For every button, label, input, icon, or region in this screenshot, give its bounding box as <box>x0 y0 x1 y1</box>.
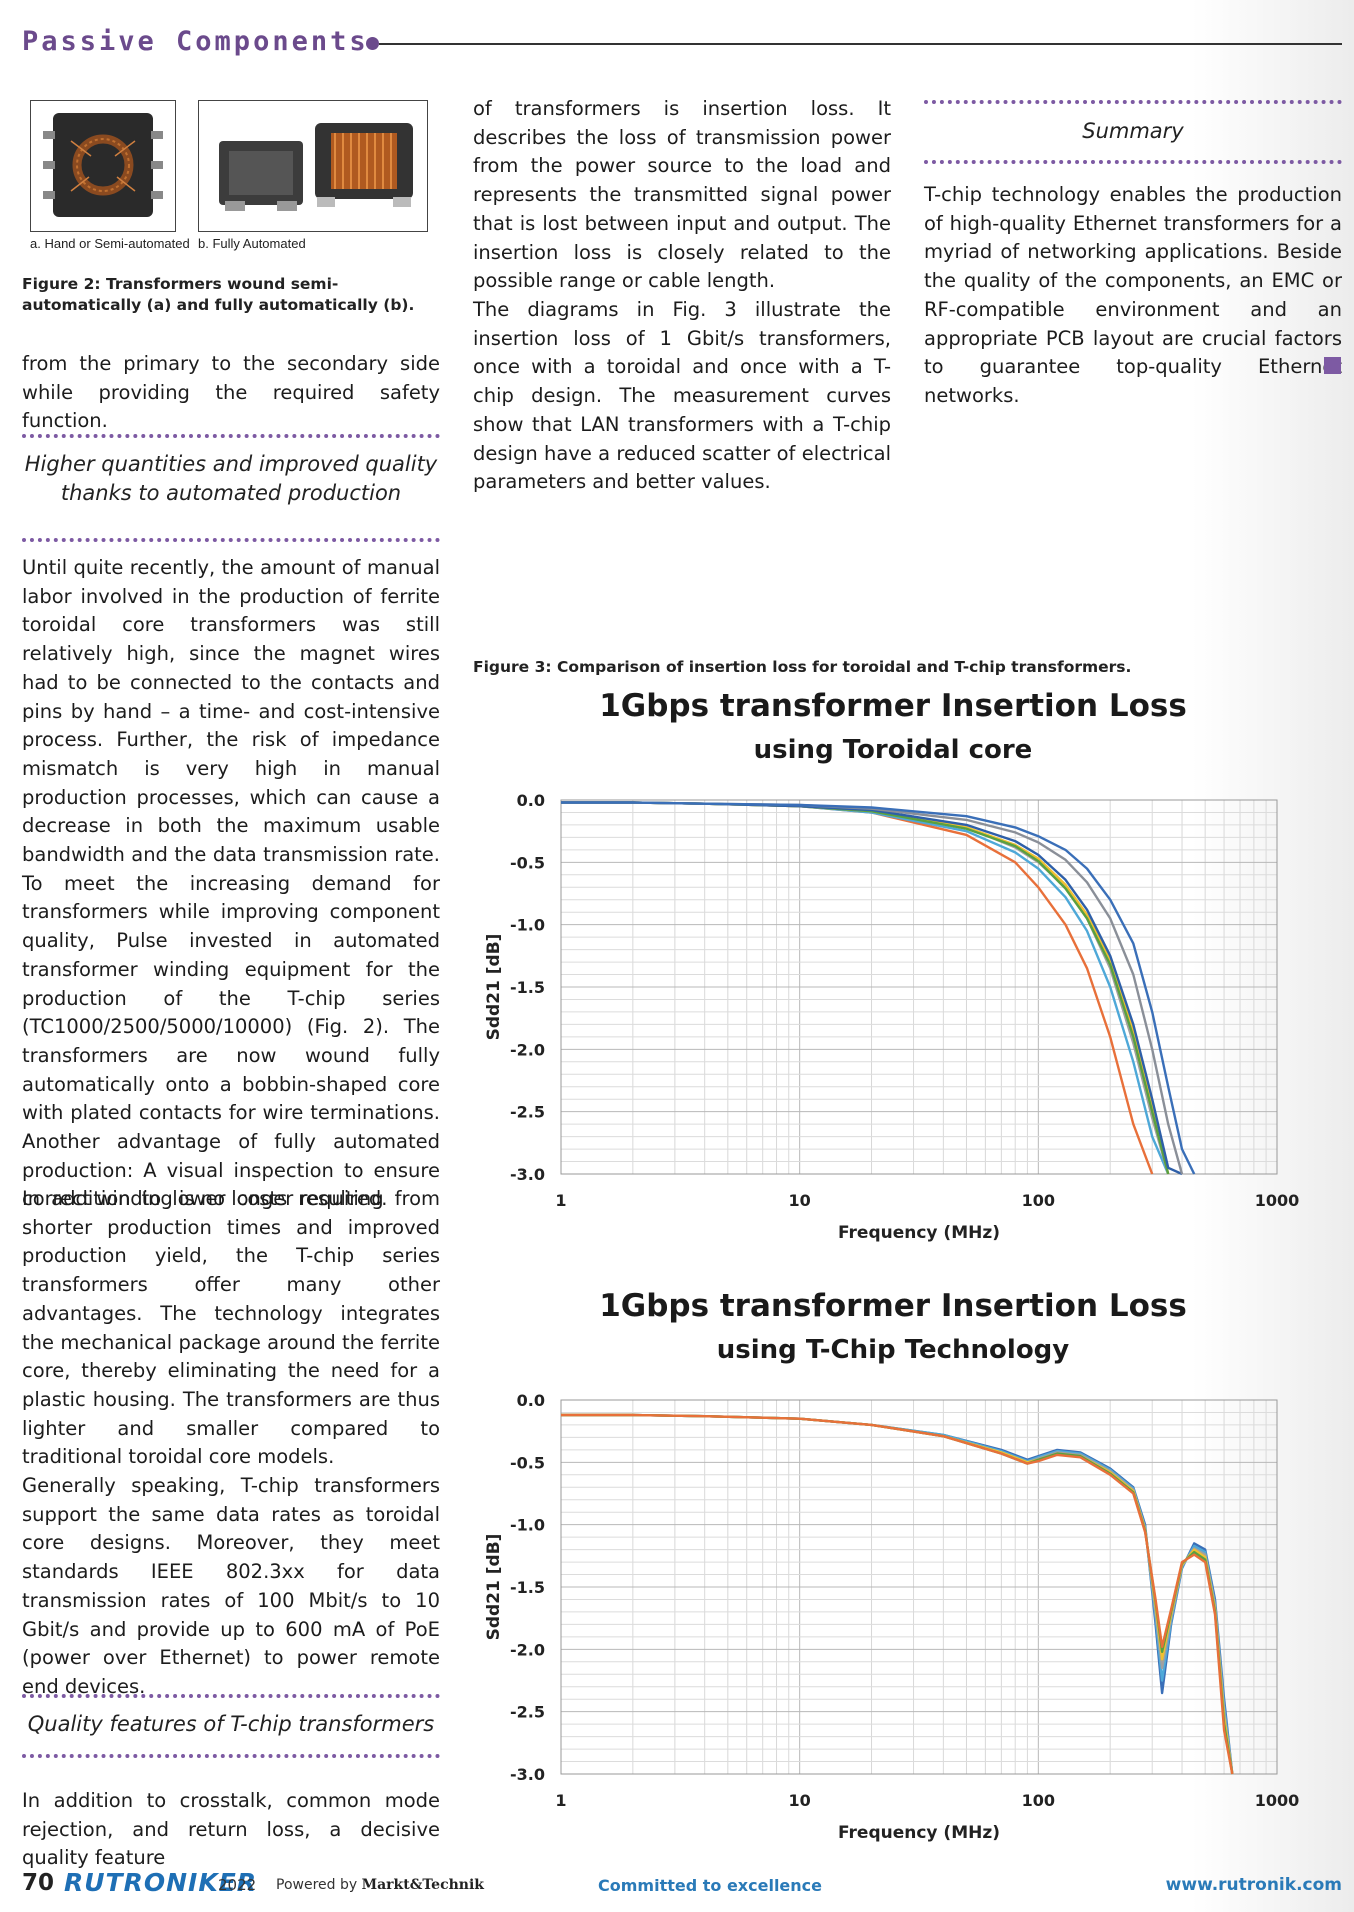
col1-paragraph-4: Generally speaking, T-chip transformers … <box>22 1474 440 1698</box>
series-line-5 <box>561 1413 1234 1775</box>
y-tick-label: 0.0 <box>517 791 545 810</box>
col1-paragraph-5: In addition to crosstalk, common mode re… <box>22 1789 440 1870</box>
section-heading-automated-production: Higher quantities and improved quality t… <box>22 434 440 542</box>
photo-tchip-transformer <box>198 100 428 232</box>
col1-paragraph-1: from the primary to the secondary side w… <box>22 352 440 433</box>
header-rule <box>379 43 1342 45</box>
y-tick-label: -1.5 <box>510 978 545 997</box>
page-header: Passive Components <box>22 24 1342 64</box>
chart-toroidal-insertion-loss: 1Gbps transformer Insertion Loss using T… <box>473 688 1313 1248</box>
series-line-3 <box>561 801 1170 1175</box>
col2-paragraph-1: of transformers is insertion loss. It de… <box>473 97 891 293</box>
chart-2-title: 1Gbps transformer Insertion Loss <box>599 1288 1187 1324</box>
chart-tchip-insertion-loss: 1Gbps transformer Insertion Loss using T… <box>473 1288 1313 1848</box>
y-axis-label: Sdd21 [dB] <box>484 934 504 1041</box>
tagline: Committed to excellence <box>598 1876 822 1895</box>
x-tick-label: 1000 <box>1255 1191 1300 1210</box>
y-tick-label: 0.0 <box>517 1391 545 1410</box>
y-tick-label: -2.0 <box>510 1040 545 1059</box>
section-heading-summary: Summary <box>924 100 1342 164</box>
powered-by-brand: Markt&Technik <box>361 1877 484 1893</box>
col1-paragraph-2: Until quite recently, the amount of manu… <box>22 556 440 1211</box>
x-axis-label: Frequency (MHz) <box>838 1823 1000 1843</box>
series-group <box>561 1413 1234 1775</box>
x-tick-label: 100 <box>1022 1791 1055 1810</box>
section-heading-line-2: thanks to automated production <box>60 481 402 505</box>
summary-heading: Summary <box>1082 119 1184 143</box>
y-tick-label: -3.0 <box>510 1765 545 1784</box>
plot-frame <box>560 1399 1278 1775</box>
figure-2: a. Hand or Semi-automated b. Fully Autom… <box>22 98 434 258</box>
header-bullet-icon <box>366 37 379 50</box>
grid-lines <box>560 1399 1278 1775</box>
x-axis-label: Frequency (MHz) <box>838 1223 1000 1243</box>
powered-by-prefix: Powered by <box>276 1877 358 1893</box>
y-tick-label: -1.0 <box>510 1516 545 1535</box>
series-line-6 <box>561 1413 1234 1775</box>
series-group <box>561 801 1196 1176</box>
y-tick-label: -1.0 <box>510 916 545 935</box>
y-axis-label: Sdd21 [dB] <box>484 1534 504 1641</box>
photo-toroidal-transformer <box>30 100 176 232</box>
photo-a-label: a. Hand or Semi-automated <box>30 236 190 251</box>
page-number: 70 <box>22 1870 55 1896</box>
grid-lines <box>560 799 1278 1175</box>
series-line-4 <box>561 1413 1234 1775</box>
y-tick-label: -0.5 <box>510 1453 545 1472</box>
powered-by: Powered by Markt&Technik <box>276 1877 484 1893</box>
article-end-marker-icon <box>1324 357 1341 374</box>
x-tick-label: 100 <box>1022 1191 1055 1210</box>
x-tick-label: 10 <box>789 1791 811 1810</box>
website-link[interactable]: www.rutronik.com <box>1165 1875 1342 1895</box>
chart-1-plot: 0.0 -0.5 -1.0 -1.5 -2.0 -2.5 -3.0 1 10 100 1000 Fre… <box>484 791 1300 1243</box>
col3-paragraph-1: T-chip technology enables the production… <box>924 183 1342 407</box>
y-tick-label: -2.0 <box>510 1640 545 1659</box>
series-line-2 <box>561 1413 1234 1775</box>
section-heading-line-1: Higher quantities and improved quality <box>24 452 438 476</box>
chart-2-plot: 0.0 -0.5 -1.0 -1.5 -2.0 -2.5 -3.0 1 10 100 1000 Fre… <box>484 1391 1300 1843</box>
section-heading-quality: Quality features of T-chip transformers <box>27 1712 435 1736</box>
brand-year: 2022 <box>218 1876 257 1894</box>
y-tick-label: -3.0 <box>510 1165 545 1184</box>
x-tick-label: 1 <box>555 1791 566 1810</box>
series-line-1 <box>561 1413 1234 1775</box>
figure-2-caption: Figure 2: Transformers wound semi-automa… <box>22 275 415 314</box>
series-line-8 <box>561 801 1196 1175</box>
x-tick-label: 1 <box>555 1191 566 1210</box>
y-tick-label: -2.5 <box>510 1703 545 1722</box>
col1-paragraph-3: In addition to lower costs resulting fro… <box>22 1187 440 1469</box>
series-line-3 <box>561 1413 1234 1775</box>
y-tick-label: -1.5 <box>510 1578 545 1597</box>
series-line-4 <box>561 801 1170 1175</box>
section-header-title: Passive Components <box>22 26 369 57</box>
page-footer: 70 RUTRONIKER 2022 Powered by Markt&Tech… <box>22 1868 1342 1902</box>
photo-b-label: b. Fully Automated <box>198 236 306 251</box>
chart-2-subtitle: using T-Chip Technology <box>716 1335 1070 1365</box>
y-tick-label: -0.5 <box>510 853 545 872</box>
brand-logo: RUTRONIKER <box>64 1868 258 1897</box>
x-tick-label: 10 <box>789 1191 811 1210</box>
chart-1-title: 1Gbps transformer Insertion Loss <box>599 688 1187 724</box>
x-tick-label: 1000 <box>1255 1791 1300 1810</box>
y-tick-label: -2.5 <box>510 1103 545 1122</box>
chart-1-subtitle: using Toroidal core <box>753 735 1033 765</box>
figure-3-caption: Figure 3: Comparison of insertion loss f… <box>473 658 1132 676</box>
section-heading-quality-features: Quality features of T-chip transformers <box>22 1694 440 1758</box>
plot-frame <box>560 799 1278 1175</box>
series-line-2 <box>561 801 1170 1175</box>
series-line-5 <box>561 801 1170 1175</box>
col2-paragraph-2: The diagrams in Fig. 3 illustrate the in… <box>473 298 891 494</box>
